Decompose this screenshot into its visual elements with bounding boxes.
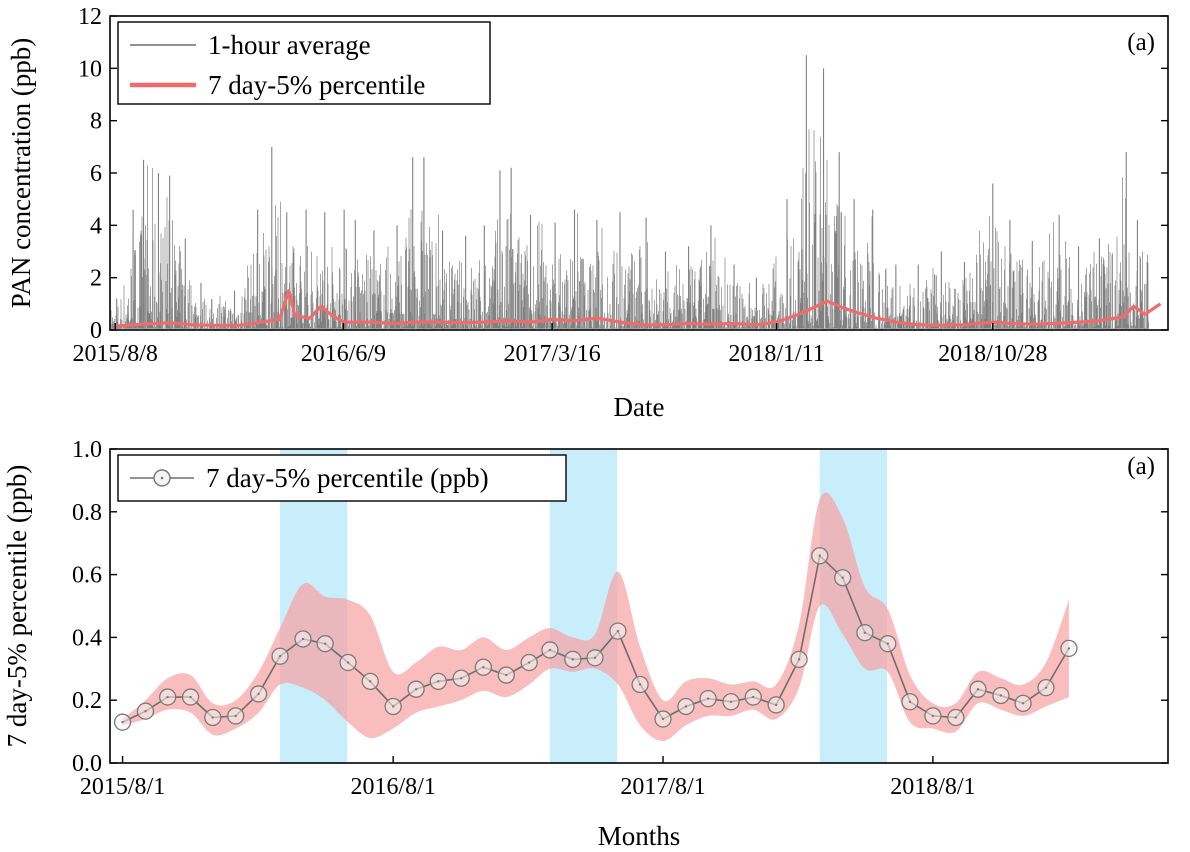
data-point-center bbox=[278, 655, 282, 658]
y-tick-label: 12 bbox=[78, 4, 102, 30]
data-point-center bbox=[954, 716, 958, 719]
data-point-center bbox=[459, 677, 463, 680]
series-layer-bottom bbox=[113, 547, 1078, 731]
y-tick-label: 0.6 bbox=[72, 563, 102, 589]
data-point-center bbox=[1021, 702, 1025, 705]
data-point-center bbox=[234, 714, 237, 718]
panel-tag-top: (a) bbox=[1127, 29, 1155, 56]
data-point-center bbox=[121, 720, 124, 724]
y-axis-bottom: 0.0 0.2 0.4 0.6 0.8 1.0 bbox=[72, 437, 1168, 777]
panel-tag-bottom: (a) bbox=[1127, 453, 1155, 480]
data-point-center bbox=[616, 629, 620, 633]
plot-area-top bbox=[110, 55, 1162, 330]
y-tick-label: 2 bbox=[90, 266, 102, 292]
chart-bottom: 0.0 0.2 0.4 0.6 0.8 1.0 2015/8/1 2016/8/1 2017/… bbox=[2, 437, 1169, 851]
data-point-center bbox=[797, 658, 801, 661]
data-point-center bbox=[661, 717, 665, 721]
y-tick-label: 0.2 bbox=[72, 688, 102, 714]
legend-label-percentile: 7 day-5% percentile bbox=[208, 70, 425, 100]
y-tick-label: 10 bbox=[78, 56, 102, 82]
x-tick-label: 2018/1/11 bbox=[728, 341, 824, 367]
data-point-center bbox=[1067, 647, 1071, 650]
x-tick-label: 2016/6/9 bbox=[301, 341, 386, 367]
data-point-center bbox=[369, 680, 372, 683]
data-point-center bbox=[841, 576, 844, 579]
y-tick-label: 8 bbox=[90, 109, 102, 135]
x-axis-title-bottom: Months bbox=[598, 821, 681, 851]
series-line-percentile bbox=[115, 289, 1162, 328]
legend-swatch-marker-dot bbox=[160, 476, 164, 480]
data-point-center bbox=[505, 673, 508, 677]
range-band-layer bbox=[122, 492, 1069, 741]
data-point-center bbox=[144, 709, 147, 713]
data-point-center bbox=[684, 705, 688, 708]
plot-area-bottom bbox=[113, 449, 1078, 763]
plot-frame-bottom bbox=[109, 448, 1169, 764]
data-point-center bbox=[931, 714, 935, 718]
x-tick-label: 2017/3/16 bbox=[503, 341, 600, 367]
x-axis-title-top: Date bbox=[614, 392, 665, 422]
data-point-center bbox=[437, 680, 440, 683]
x-tick-label: 2015/8/8 bbox=[73, 341, 158, 367]
data-point-center bbox=[1044, 686, 1048, 689]
x-axis-top: 2015/8/8 2016/6/9 2017/3/16 2018/1/11 2018/1… bbox=[73, 323, 1047, 367]
y-tick-label: 0 bbox=[90, 318, 102, 344]
data-point-center bbox=[886, 642, 889, 645]
legend-top: 1-hour average 7 day-5% percentile bbox=[117, 21, 491, 105]
data-point-center bbox=[706, 697, 710, 700]
data-point-center bbox=[976, 688, 980, 691]
y-tick-label: 1.0 bbox=[72, 437, 102, 463]
series-layer-top bbox=[115, 55, 1162, 329]
y-axis-title-bottom: 7 day-5% percentile (ppb) bbox=[2, 465, 32, 748]
legend-box-top bbox=[117, 21, 491, 105]
data-point-center bbox=[211, 716, 214, 719]
data-point-center bbox=[638, 683, 642, 686]
data-point-center bbox=[571, 658, 575, 661]
y-tick-label: 0.8 bbox=[72, 500, 102, 526]
y-tick-label: 0.4 bbox=[72, 625, 102, 651]
x-axis-bottom: 2015/8/1 2016/8/1 2017/8/1 2018/8/1 bbox=[80, 756, 976, 800]
data-point-center bbox=[391, 705, 395, 708]
data-point-center bbox=[346, 661, 350, 664]
x-tick-label: 2015/8/1 bbox=[80, 774, 165, 800]
data-point-center bbox=[414, 688, 418, 691]
data-point-center bbox=[818, 554, 821, 557]
y-tick-label: 6 bbox=[90, 161, 102, 187]
y-tick-label: 0.0 bbox=[72, 751, 102, 777]
y-axis-top: 0 2 4 6 8 10 12 bbox=[78, 4, 1168, 344]
data-point-center bbox=[774, 703, 778, 707]
range-band bbox=[122, 492, 1069, 741]
data-point-center bbox=[301, 637, 305, 641]
legend-label-monthly: 7 day-5% percentile (ppb) bbox=[206, 463, 489, 493]
data-point-center bbox=[166, 695, 169, 699]
data-point-center bbox=[729, 700, 733, 703]
legend-bottom: 7 day-5% percentile (ppb) bbox=[117, 454, 567, 502]
x-tick-label: 2018/8/1 bbox=[890, 774, 975, 800]
y-tick-label: 4 bbox=[90, 213, 102, 239]
x-tick-label: 2017/8/1 bbox=[620, 774, 705, 800]
data-point-center bbox=[528, 661, 531, 664]
data-point-center bbox=[257, 692, 260, 696]
x-tick-label: 2016/8/1 bbox=[350, 774, 435, 800]
data-point-center bbox=[189, 695, 192, 699]
data-point-center bbox=[323, 642, 327, 645]
legend-label-hourly: 1-hour average bbox=[208, 30, 371, 60]
data-point-center bbox=[752, 695, 755, 699]
data-point-center bbox=[482, 666, 485, 669]
data-point-center bbox=[863, 631, 867, 634]
y-axis-title-top: PAN concentration (ppb) bbox=[6, 38, 36, 308]
chart-top: 0 2 4 6 8 10 12 2015/8/8 2016/6/9 2017/3/16 2018/… bbox=[6, 4, 1169, 422]
data-point-center bbox=[548, 648, 552, 652]
data-point-center bbox=[908, 700, 912, 703]
x-tick-label: 2018/10/28 bbox=[938, 341, 1047, 367]
data-point-center bbox=[593, 656, 597, 660]
data-point-center bbox=[999, 694, 1003, 697]
